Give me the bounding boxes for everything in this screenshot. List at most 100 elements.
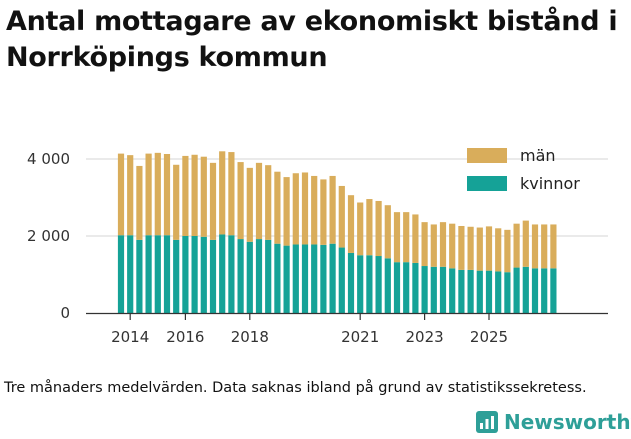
bar-kvinnor: [237, 239, 244, 313]
bar-kvinnor: [366, 255, 373, 313]
x-tick-label: 2021: [341, 328, 379, 346]
bar-man: [320, 179, 327, 245]
brand-name: Newsworthy: [504, 410, 631, 434]
legend-label-man: män: [520, 146, 556, 165]
legend-label-kvinnor: kvinnor: [520, 174, 580, 193]
bar-kvinnor: [550, 268, 557, 313]
bar-man: [301, 172, 309, 245]
bar-man: [375, 200, 382, 257]
x-tick-label: 2025: [470, 328, 508, 346]
x-tick-label: 2018: [231, 328, 269, 346]
bar-kvinnor: [513, 267, 520, 313]
bar-kvinnor: [393, 262, 401, 313]
bar-man: [421, 222, 428, 267]
y-tick-label: 2 000: [27, 227, 70, 245]
bar-chart: 0 2 000 4 000 2014 2016 2018 2021 2023 2025 män kv…: [27, 146, 608, 346]
bar-kvinnor: [209, 239, 217, 313]
bar-kvinnor: [485, 270, 493, 313]
bar-kvinnor: [228, 235, 235, 313]
bar-kvinnor: [357, 255, 364, 313]
bar-kvinnor: [136, 239, 143, 313]
newsworthy-icon: [476, 411, 498, 433]
bar-man: [439, 222, 447, 267]
bar-man: [338, 185, 345, 248]
x-tick-label: 2014: [111, 328, 149, 346]
bar-kvinnor: [384, 258, 391, 313]
bar-kvinnor: [403, 262, 410, 313]
bar-man: [265, 165, 272, 240]
bar-kvinnor: [117, 235, 125, 313]
bar-man: [136, 165, 143, 240]
legend-swatch-man: [467, 148, 507, 163]
bar-kvinnor: [375, 256, 382, 313]
bar-man: [311, 175, 318, 245]
bar-kvinnor: [421, 266, 428, 313]
bar-man: [292, 173, 299, 245]
bar-man: [357, 202, 364, 256]
bar-kvinnor: [255, 239, 263, 313]
bar-kvinnor: [283, 245, 290, 313]
bar-man: [255, 162, 263, 240]
y-tick-label: 0: [60, 304, 70, 322]
bar-kvinnor: [173, 239, 180, 313]
bar-man: [145, 153, 152, 236]
bar-kvinnor: [531, 268, 539, 313]
bar-man: [495, 228, 502, 272]
bar-man: [504, 229, 511, 273]
bar-man: [366, 199, 373, 256]
bar-man: [219, 151, 226, 235]
bar-man: [476, 227, 483, 271]
bar-man: [283, 177, 290, 246]
bar-man: [384, 205, 391, 259]
bar-kvinnor: [329, 243, 336, 313]
bar-man: [163, 153, 171, 236]
bar-man: [393, 212, 401, 263]
bar-man: [449, 223, 456, 269]
bar-kvinnor: [154, 235, 161, 313]
bar-man: [458, 225, 465, 270]
bar-man: [209, 162, 217, 240]
bar-kvinnor: [338, 247, 345, 313]
bar-kvinnor: [127, 235, 134, 313]
x-tick-label: 2016: [166, 328, 204, 346]
bar-kvinnor: [476, 270, 483, 313]
bar-kvinnor: [311, 244, 318, 313]
bar-man: [403, 212, 410, 263]
bar-man: [274, 171, 281, 244]
bar-kvinnor: [412, 262, 419, 313]
bar-kvinnor: [430, 266, 437, 313]
bar-kvinnor: [301, 244, 309, 313]
bar-kvinnor: [219, 234, 226, 313]
bar-man: [550, 224, 557, 269]
bar-kvinnor: [541, 268, 548, 313]
bar-man: [485, 226, 493, 271]
bar-kvinnor: [467, 269, 474, 313]
bar-kvinnor: [320, 244, 327, 313]
bar-man: [412, 214, 419, 263]
bar-man: [154, 152, 161, 236]
bar-kvinnor: [292, 244, 299, 313]
bar-kvinnor: [458, 269, 465, 313]
bar-kvinnor: [504, 272, 511, 313]
brand-logo[interactable]: Newsworthy: [476, 410, 631, 434]
bar-kvinnor: [182, 236, 189, 313]
bar-man: [127, 155, 134, 236]
y-tick-label: 4 000: [27, 150, 70, 168]
x-tick-label: 2023: [406, 328, 444, 346]
bar-man: [531, 224, 539, 269]
bar-man: [467, 226, 474, 270]
bar-kvinnor: [265, 239, 272, 313]
bar-man: [246, 167, 253, 242]
bar-man: [117, 153, 125, 236]
bar-man: [513, 223, 520, 268]
bar-kvinnor: [347, 252, 355, 313]
bar-man: [541, 224, 548, 269]
bar-man: [173, 164, 180, 240]
bar-man: [237, 162, 244, 240]
legend-swatch-kvinnor: [467, 176, 507, 191]
chart-title: Antal mottagare av ekonomiskt bistånd i …: [6, 6, 618, 73]
bar-man: [329, 175, 336, 244]
footnote: Tre månaders medelvärden. Data saknas ib…: [4, 380, 587, 396]
bar-kvinnor: [191, 236, 198, 313]
bar-kvinnor: [246, 241, 253, 313]
